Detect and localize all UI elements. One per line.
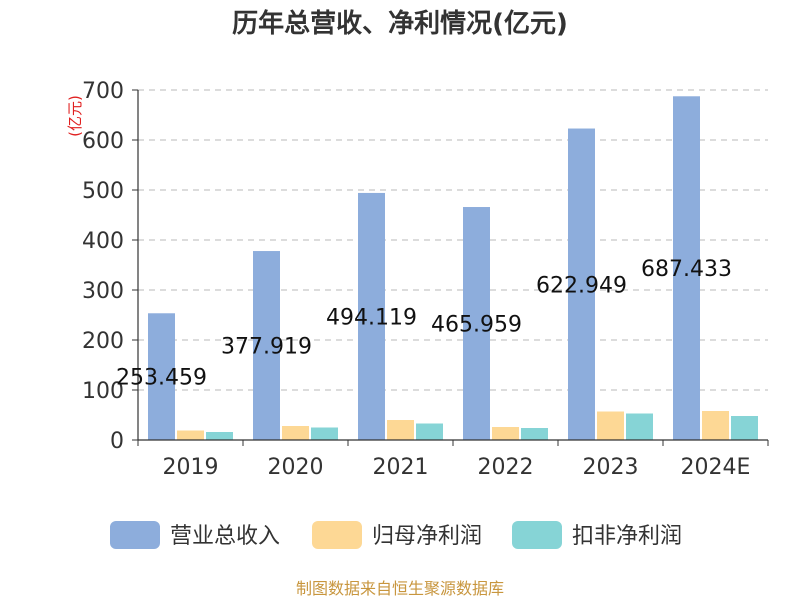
x-tick-label-2019: 2019: [163, 455, 219, 480]
legend: 营业总收入 归母净利润 扣非净利润: [110, 521, 682, 549]
bar-series3-2024E: [731, 416, 758, 440]
x-tick-label-2022: 2022: [478, 455, 534, 480]
chart-title: 历年总营收、净利情况(亿元): [232, 8, 568, 39]
data-label-2022: 465.959: [431, 313, 522, 338]
legend-label-1: 营业总收入: [170, 524, 280, 549]
y-tick-label-200: 200: [82, 329, 124, 354]
bars: [148, 96, 758, 440]
y-axis-label: (亿元): [66, 95, 84, 137]
bar-series2-2019: [177, 430, 204, 440]
bar-series3-2020: [311, 427, 338, 440]
bar-series1-2019: [148, 313, 175, 440]
legend-swatch-2: [312, 521, 362, 549]
source-note: 制图数据来自恒生聚源数据库: [296, 579, 504, 598]
bar-series1-2020: [253, 251, 280, 440]
bar-series2-2023: [597, 411, 624, 440]
x-tick-label-2020: 2020: [268, 455, 324, 480]
bar-series1-2024E: [673, 96, 700, 440]
bar-series1-2022: [463, 207, 490, 440]
bar-series3-2022: [521, 428, 548, 440]
x-tick-label-2024E: 2024E: [681, 455, 751, 480]
bar-series3-2023: [626, 413, 653, 440]
bar-series2-2024E: [702, 411, 729, 440]
data-label-2021: 494.119: [326, 305, 417, 330]
x-tick-label-2023: 2023: [583, 455, 639, 480]
data-label-2024E: 687.433: [641, 257, 732, 282]
bar-series2-2021: [387, 420, 414, 440]
legend-label-2: 归母净利润: [372, 524, 482, 549]
bar-series1-2021: [358, 192, 385, 440]
gridlines: [138, 89, 768, 391]
legend-swatch-1: [110, 521, 160, 549]
bar-series3-2019: [206, 432, 233, 440]
y-tick-label-400: 400: [82, 229, 124, 254]
legend-swatch-3: [512, 521, 562, 549]
y-tick-label-100: 100: [82, 379, 124, 404]
legend-label-3: 扣非净利润: [572, 524, 682, 549]
y-tick-label-300: 300: [82, 279, 124, 304]
data-label-2023: 622.949: [536, 273, 627, 298]
bar-series3-2021: [416, 423, 443, 440]
y-tick-label-0: 0: [110, 429, 124, 454]
x-tick-label-2021: 2021: [373, 455, 429, 480]
bar-series2-2020: [282, 426, 309, 440]
axes: 0 100 200 300 400 500 600 700 2019 2020 2021 2022 20…: [82, 79, 769, 480]
y-tick-label-700: 700: [82, 79, 124, 104]
data-label-2020: 377.919: [221, 335, 312, 360]
y-tick-label-500: 500: [82, 179, 124, 204]
y-tick-label-600: 600: [82, 129, 124, 154]
data-label-2019: 253.459: [116, 366, 207, 391]
bar-series2-2022: [492, 427, 519, 440]
bar-series1-2023: [568, 128, 595, 440]
data-labels: 253.459 377.919 494.119 465.959 622.949 687.4…: [116, 257, 732, 390]
